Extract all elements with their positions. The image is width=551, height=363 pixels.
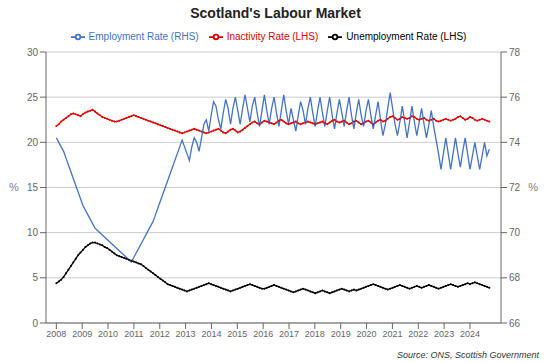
svg-text:78: 78 <box>509 47 521 58</box>
svg-text:76: 76 <box>509 92 521 103</box>
svg-text:68: 68 <box>509 272 521 283</box>
svg-text:%: % <box>528 181 538 193</box>
svg-text:2012: 2012 <box>150 329 170 339</box>
svg-text:2015: 2015 <box>227 329 247 339</box>
svg-text:72: 72 <box>509 182 521 193</box>
svg-text:2013: 2013 <box>176 329 196 339</box>
svg-text:20: 20 <box>27 137 39 148</box>
svg-text:2011: 2011 <box>124 329 143 339</box>
html-text:Employment Rate (RHS): Employment Rate (RHS) <box>88 30 199 42</box>
svg-text:2010: 2010 <box>98 329 118 339</box>
svg-text:30: 30 <box>27 47 39 58</box>
html-text:Source: ONS, Scottish Governme: Source: ONS, Scottish Government <box>396 350 539 360</box>
svg-text:2014: 2014 <box>201 329 221 339</box>
svg-text:25: 25 <box>27 92 39 103</box>
svg-text:15: 15 <box>27 182 39 193</box>
svg-text:0: 0 <box>32 318 38 329</box>
svg-text:2009: 2009 <box>72 329 92 339</box>
svg-text:2018: 2018 <box>305 329 325 339</box>
svg-text:70: 70 <box>509 227 521 238</box>
svg-text:2022: 2022 <box>408 329 428 339</box>
svg-text:66: 66 <box>509 318 521 329</box>
svg-text:2019: 2019 <box>331 329 351 339</box>
svg-text:2020: 2020 <box>357 329 377 339</box>
svg-text:%: % <box>9 181 19 193</box>
html-text:Scotland's Labour Market: Scotland's Labour Market <box>190 5 361 21</box>
svg-text:2023: 2023 <box>434 329 454 339</box>
svg-text:2016: 2016 <box>253 329 273 339</box>
svg-text:2008: 2008 <box>46 329 66 339</box>
svg-text:74: 74 <box>509 137 521 148</box>
svg-text:5: 5 <box>32 272 38 283</box>
svg-text:10: 10 <box>27 227 39 238</box>
html-text:Unemployment Rate (LHS): Unemployment Rate (LHS) <box>346 30 467 42</box>
svg-text:2017: 2017 <box>279 329 299 339</box>
svg-text:2021: 2021 <box>382 329 402 339</box>
html-text:Inactivity Rate (LHS): Inactivity Rate (LHS) <box>226 30 319 42</box>
svg-text:2024: 2024 <box>460 329 480 339</box>
